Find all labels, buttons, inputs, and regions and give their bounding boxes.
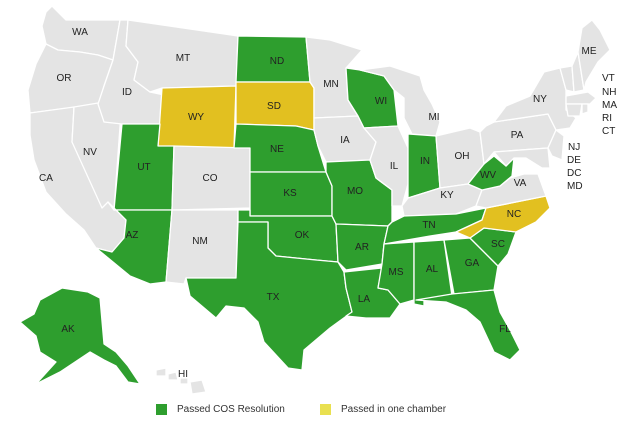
label-NY: NY (533, 94, 547, 105)
label-IL: IL (390, 161, 399, 172)
label-CT: CT (602, 126, 615, 137)
label-KS: KS (283, 188, 297, 199)
label-TN: TN (422, 220, 435, 231)
state-AK[interactable] (19, 287, 141, 385)
label-MI: MI (428, 112, 439, 123)
map-legend: Passed COS Resolution Passed in one cham… (0, 398, 619, 424)
state-CT[interactable] (565, 103, 583, 117)
label-DC: DC (567, 168, 581, 179)
label-LA: LA (358, 294, 371, 305)
label-VA: VA (514, 178, 527, 189)
label-ND: ND (270, 56, 284, 67)
legend-label-one-chamber: Passed in one chamber (341, 404, 447, 415)
label-ME: ME (582, 46, 597, 57)
label-MO: MO (347, 186, 363, 197)
label-TX: TX (267, 292, 280, 303)
label-ID: ID (122, 87, 132, 98)
state-HI[interactable] (155, 367, 207, 395)
label-UT: UT (137, 162, 150, 173)
label-MN: MN (323, 79, 339, 90)
label-WA: WA (72, 27, 88, 38)
state-ME[interactable] (577, 19, 611, 91)
us-states-map: WA OR CA NV ID MT WY UT AZ CO NM ND SD N… (19, 5, 617, 395)
state-GA[interactable] (443, 237, 499, 295)
state-FL[interactable] (415, 289, 521, 361)
state-IL[interactable] (363, 125, 409, 207)
label-OK: OK (295, 230, 310, 241)
label-OH: OH (455, 151, 470, 162)
state-NM[interactable] (165, 209, 239, 285)
legend-swatch-one-chamber (320, 404, 331, 415)
label-CA: CA (39, 173, 53, 184)
label-WY: WY (188, 112, 204, 123)
label-AR: AR (355, 242, 369, 253)
label-KY: KY (440, 190, 454, 201)
label-SD: SD (267, 101, 281, 112)
state-MA[interactable] (565, 91, 597, 105)
state-RI[interactable] (581, 103, 589, 115)
legend-swatch-passed (156, 404, 167, 415)
label-MT: MT (176, 53, 190, 64)
label-IN: IN (420, 156, 430, 167)
legend-item-passed: Passed COS Resolution (156, 404, 285, 415)
label-NE: NE (270, 144, 284, 155)
label-NM: NM (192, 236, 208, 247)
label-MS: MS (389, 267, 404, 278)
label-NV: NV (83, 147, 97, 158)
label-IA: IA (340, 135, 350, 146)
label-DE: DE (567, 155, 581, 166)
label-FL: FL (499, 324, 511, 335)
label-AK: AK (61, 324, 75, 335)
label-MA: MA (602, 100, 617, 111)
label-RI: RI (602, 113, 612, 124)
label-WI: WI (375, 96, 387, 107)
state-NC[interactable] (455, 195, 551, 239)
label-VT: VT (602, 73, 615, 84)
state-TX[interactable] (185, 221, 353, 371)
label-PA: PA (511, 130, 524, 141)
label-CO: CO (203, 173, 218, 184)
label-SC: SC (491, 239, 505, 250)
label-OR: OR (57, 73, 72, 84)
legend-item-one-chamber: Passed in one chamber (320, 404, 446, 415)
label-NJ: NJ (568, 142, 580, 153)
state-NJ[interactable] (547, 129, 565, 161)
label-GA: GA (465, 258, 480, 269)
state-MD[interactable] (493, 147, 551, 169)
label-WV: WV (480, 170, 496, 181)
label-NC: NC (507, 209, 521, 220)
legend-label-passed: Passed COS Resolution (177, 404, 285, 415)
label-HI: HI (178, 369, 188, 380)
label-MD: MD (567, 181, 583, 192)
label-AZ: AZ (126, 230, 139, 241)
label-AL: AL (426, 264, 439, 275)
label-NH: NH (602, 87, 616, 98)
